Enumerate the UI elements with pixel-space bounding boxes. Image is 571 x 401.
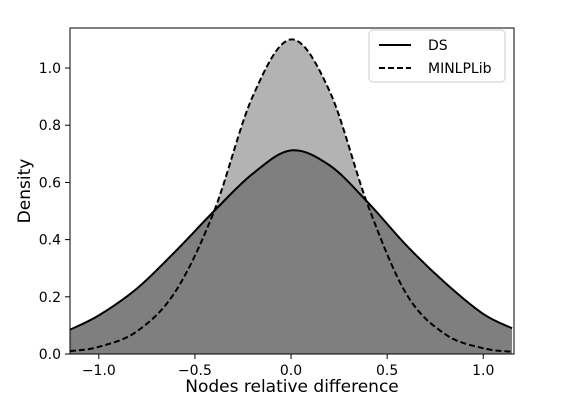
y-tick-label: 1.0 [39,61,61,77]
legend-ds-label: DS [428,38,448,54]
x-tick-label: 0.0 [280,363,302,379]
area-ds [70,150,513,354]
x-axis: −1.0 −0.5 0.0 0.5 1.0 [82,354,494,379]
x-tick-label: 0.5 [376,363,398,379]
y-tick-label: 0.4 [39,233,61,249]
y-axis: 0.0 0.2 0.4 0.6 0.8 1.0 [39,61,70,363]
line-ds [70,149,513,331]
area-layer [70,39,513,354]
y-axis-label: Density [15,159,35,224]
legend: DS MINLPLib [368,29,506,83]
plot-frame [69,27,515,355]
line-minlplib [70,38,513,353]
line-layer [70,38,513,353]
y-tick-label: 0.0 [39,347,61,363]
y-tick-label: 0.8 [39,118,61,134]
x-axis-label: Nodes relative difference [185,377,399,397]
y-tick-label: 0.2 [39,290,61,306]
legend-minlplib-label: MINLPLib [428,61,492,77]
x-tick-label: 1.0 [472,363,494,379]
x-tick-label: −1.0 [82,363,116,379]
y-tick-label: 0.6 [39,175,61,191]
x-tick-label: −0.5 [178,363,212,379]
